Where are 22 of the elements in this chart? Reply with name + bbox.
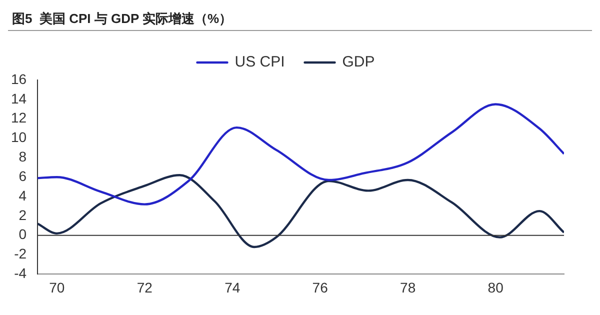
y-tick-label: 8	[18, 148, 27, 165]
x-tick-label: 76	[312, 279, 328, 296]
legend-label: GDP	[342, 54, 375, 71]
x-tick-label: 72	[136, 279, 153, 296]
line-series	[38, 174, 564, 248]
y-tick-label: 14	[10, 90, 27, 106]
x-tick-label: 74	[224, 279, 240, 296]
chart-title: 图5 美国 CPI 与 GDP 实际增速（%）	[8, 8, 592, 31]
y-tick-label: 4	[18, 187, 27, 204]
x-tick-label: 80	[488, 279, 504, 296]
y-tick-label: 0	[18, 226, 27, 242]
line-series	[38, 103, 564, 206]
y-tick-label: -2	[14, 246, 27, 262]
y-tick-label: 16	[10, 70, 27, 87]
y-tick-label: -4	[14, 265, 27, 282]
y-tick-label: 10	[10, 129, 27, 146]
y-tick-label: 6	[18, 168, 27, 184]
x-tick-label: 70	[49, 279, 65, 296]
legend-label: US CPI	[234, 54, 285, 71]
y-tick-label: 2	[18, 206, 27, 223]
y-tick-label: 12	[10, 110, 27, 126]
x-tick-label: 78	[400, 279, 416, 296]
